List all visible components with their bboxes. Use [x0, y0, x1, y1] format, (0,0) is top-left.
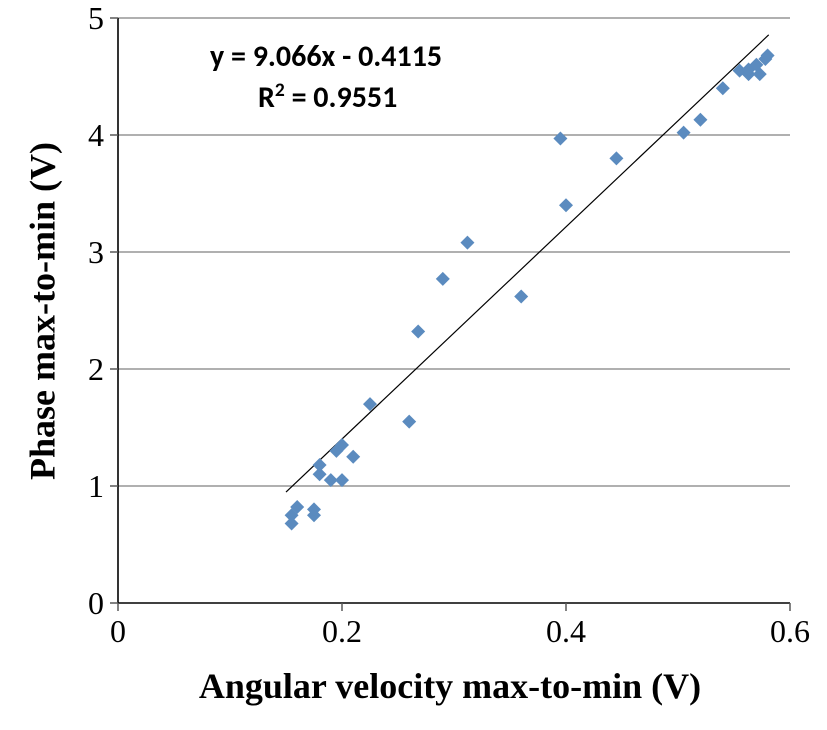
y-axis-label: Phase max-to-min (V): [22, 19, 64, 604]
chart-container: Phase max-to-min (V) Angular velocity ma…: [0, 0, 827, 730]
y-tick-label: 2: [88, 351, 104, 388]
r2-prefix: R: [258, 79, 275, 116]
r2-suffix: = 0.9551: [285, 79, 398, 116]
y-tick-label: 5: [88, 0, 104, 37]
x-tick-label: 0.2: [292, 613, 392, 650]
y-tick-label: 3: [88, 234, 104, 271]
x-tick-label: 0: [68, 613, 168, 650]
y-tick-label: 4: [88, 117, 104, 154]
x-tick-label: 0.6: [740, 613, 827, 650]
x-tick-label: 0.4: [516, 613, 616, 650]
plot-area: [118, 18, 790, 603]
y-tick-label: 1: [88, 468, 104, 505]
trendline-equation: y = 9.066x - 0.4115: [210, 38, 442, 75]
x-axis-label: Angular velocity max-to-min (V): [90, 665, 810, 707]
trendline-r-squared: R2 = 0.9551: [258, 78, 397, 116]
